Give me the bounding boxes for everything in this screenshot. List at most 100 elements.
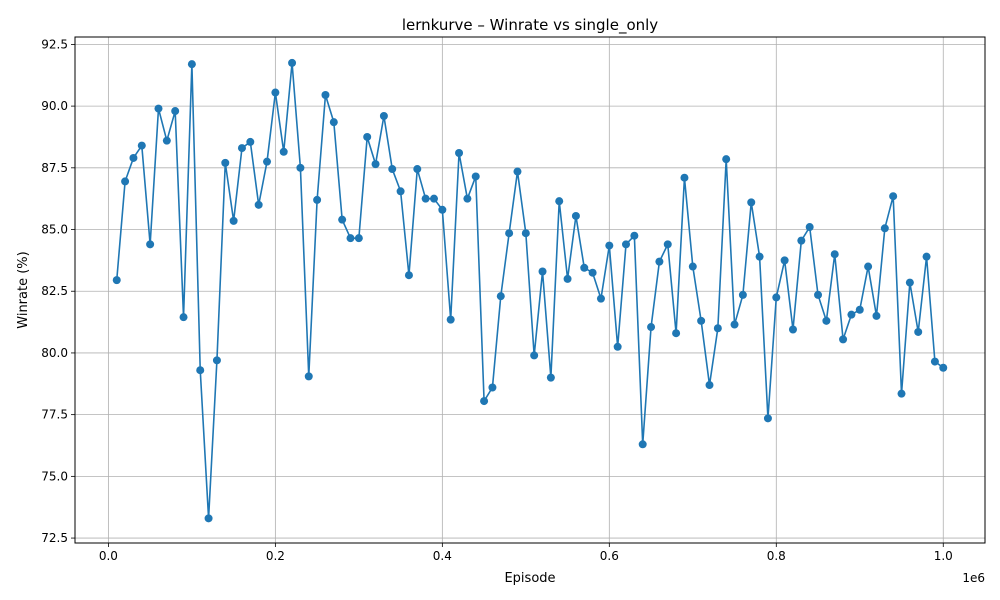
ticks-layer: 0.0 0.2 0.4 0.6 0.8 1.0 72.5 75.0 77.5 80.0 82.5 85… (41, 37, 953, 563)
data-point (263, 157, 272, 166)
data-point (396, 187, 405, 196)
data-point (613, 342, 622, 351)
data-point (555, 197, 564, 206)
data-point (588, 268, 597, 277)
y-tick-label: 72.5 (41, 531, 68, 545)
data-point (580, 263, 589, 272)
data-point (805, 223, 814, 232)
y-tick-label: 92.5 (41, 37, 68, 51)
x-tick-label: 0.0 (99, 549, 118, 563)
data-point (939, 363, 948, 372)
data-point (496, 292, 505, 301)
data-point (321, 91, 330, 100)
data-point (112, 276, 121, 285)
x-tick-label: 1.0 (934, 549, 953, 563)
x-tick-label: 0.2 (266, 549, 285, 563)
data-point (429, 194, 438, 203)
data-point (788, 325, 797, 334)
data-point (296, 163, 305, 172)
data-point (530, 351, 539, 360)
data-point (221, 158, 230, 167)
data-point (596, 294, 605, 303)
data-point (763, 414, 772, 423)
data-point (129, 153, 138, 162)
data-point (329, 118, 338, 127)
y-tick-label: 85.0 (41, 223, 68, 237)
data-point (755, 252, 764, 261)
data-point (847, 310, 856, 319)
data-point (371, 160, 380, 169)
data-point (446, 315, 455, 324)
data-point (630, 231, 639, 240)
x-tick-label: 0.4 (433, 549, 452, 563)
data-point (154, 104, 163, 113)
plot-frame (74, 36, 986, 544)
x-tick-label: 0.8 (767, 549, 786, 563)
data-point (146, 240, 155, 249)
data-point (697, 316, 706, 325)
data-point (814, 290, 823, 299)
y-tick-label: 82.5 (41, 284, 68, 298)
x-axis-label: Episode (504, 571, 555, 586)
data-point (780, 256, 789, 265)
data-point (505, 229, 514, 238)
data-point (638, 440, 647, 449)
data-point (772, 293, 781, 302)
series-layer (112, 58, 948, 523)
data-point (196, 366, 205, 375)
data-point (722, 155, 731, 164)
data-point (404, 271, 413, 280)
data-point (889, 192, 898, 201)
data-point (379, 111, 388, 120)
data-point (346, 234, 355, 243)
data-point (855, 305, 864, 314)
data-point (455, 149, 464, 158)
data-point (480, 397, 489, 406)
data-point (605, 241, 614, 250)
data-point (204, 514, 213, 523)
data-point (622, 240, 631, 249)
data-point (672, 329, 681, 338)
data-point (171, 107, 180, 116)
x-axis-offset-label: 1e6 (962, 571, 985, 585)
data-point (663, 240, 672, 249)
data-point (922, 252, 931, 261)
data-point (897, 389, 906, 398)
data-point (229, 216, 238, 225)
y-tick-label: 77.5 (41, 408, 68, 422)
data-point (738, 290, 747, 299)
data-point (914, 327, 923, 336)
data-point (905, 278, 914, 287)
data-point (513, 167, 522, 176)
data-point (830, 250, 839, 259)
data-point (747, 198, 756, 207)
data-point (421, 194, 430, 203)
data-point (179, 313, 188, 322)
data-point (279, 147, 288, 156)
data-point (162, 136, 171, 145)
data-point (246, 137, 255, 146)
data-point (688, 262, 697, 271)
data-point (538, 267, 547, 276)
data-point (839, 335, 848, 344)
data-point (438, 205, 447, 214)
data-point (822, 316, 831, 325)
data-point (338, 215, 347, 224)
data-point (363, 132, 372, 141)
data-point (713, 324, 722, 333)
data-point (288, 58, 297, 67)
y-tick-label: 80.0 (41, 346, 68, 360)
data-point (655, 257, 664, 266)
data-point (254, 200, 263, 209)
data-point (413, 165, 422, 174)
data-point (546, 373, 555, 382)
data-point (187, 60, 196, 69)
y-tick-label: 75.0 (41, 469, 68, 483)
y-tick-label: 90.0 (41, 99, 68, 113)
data-point (354, 234, 363, 243)
data-point (488, 383, 497, 392)
data-point (212, 356, 221, 365)
y-tick-label: 87.5 (41, 161, 68, 175)
data-point (237, 144, 246, 153)
